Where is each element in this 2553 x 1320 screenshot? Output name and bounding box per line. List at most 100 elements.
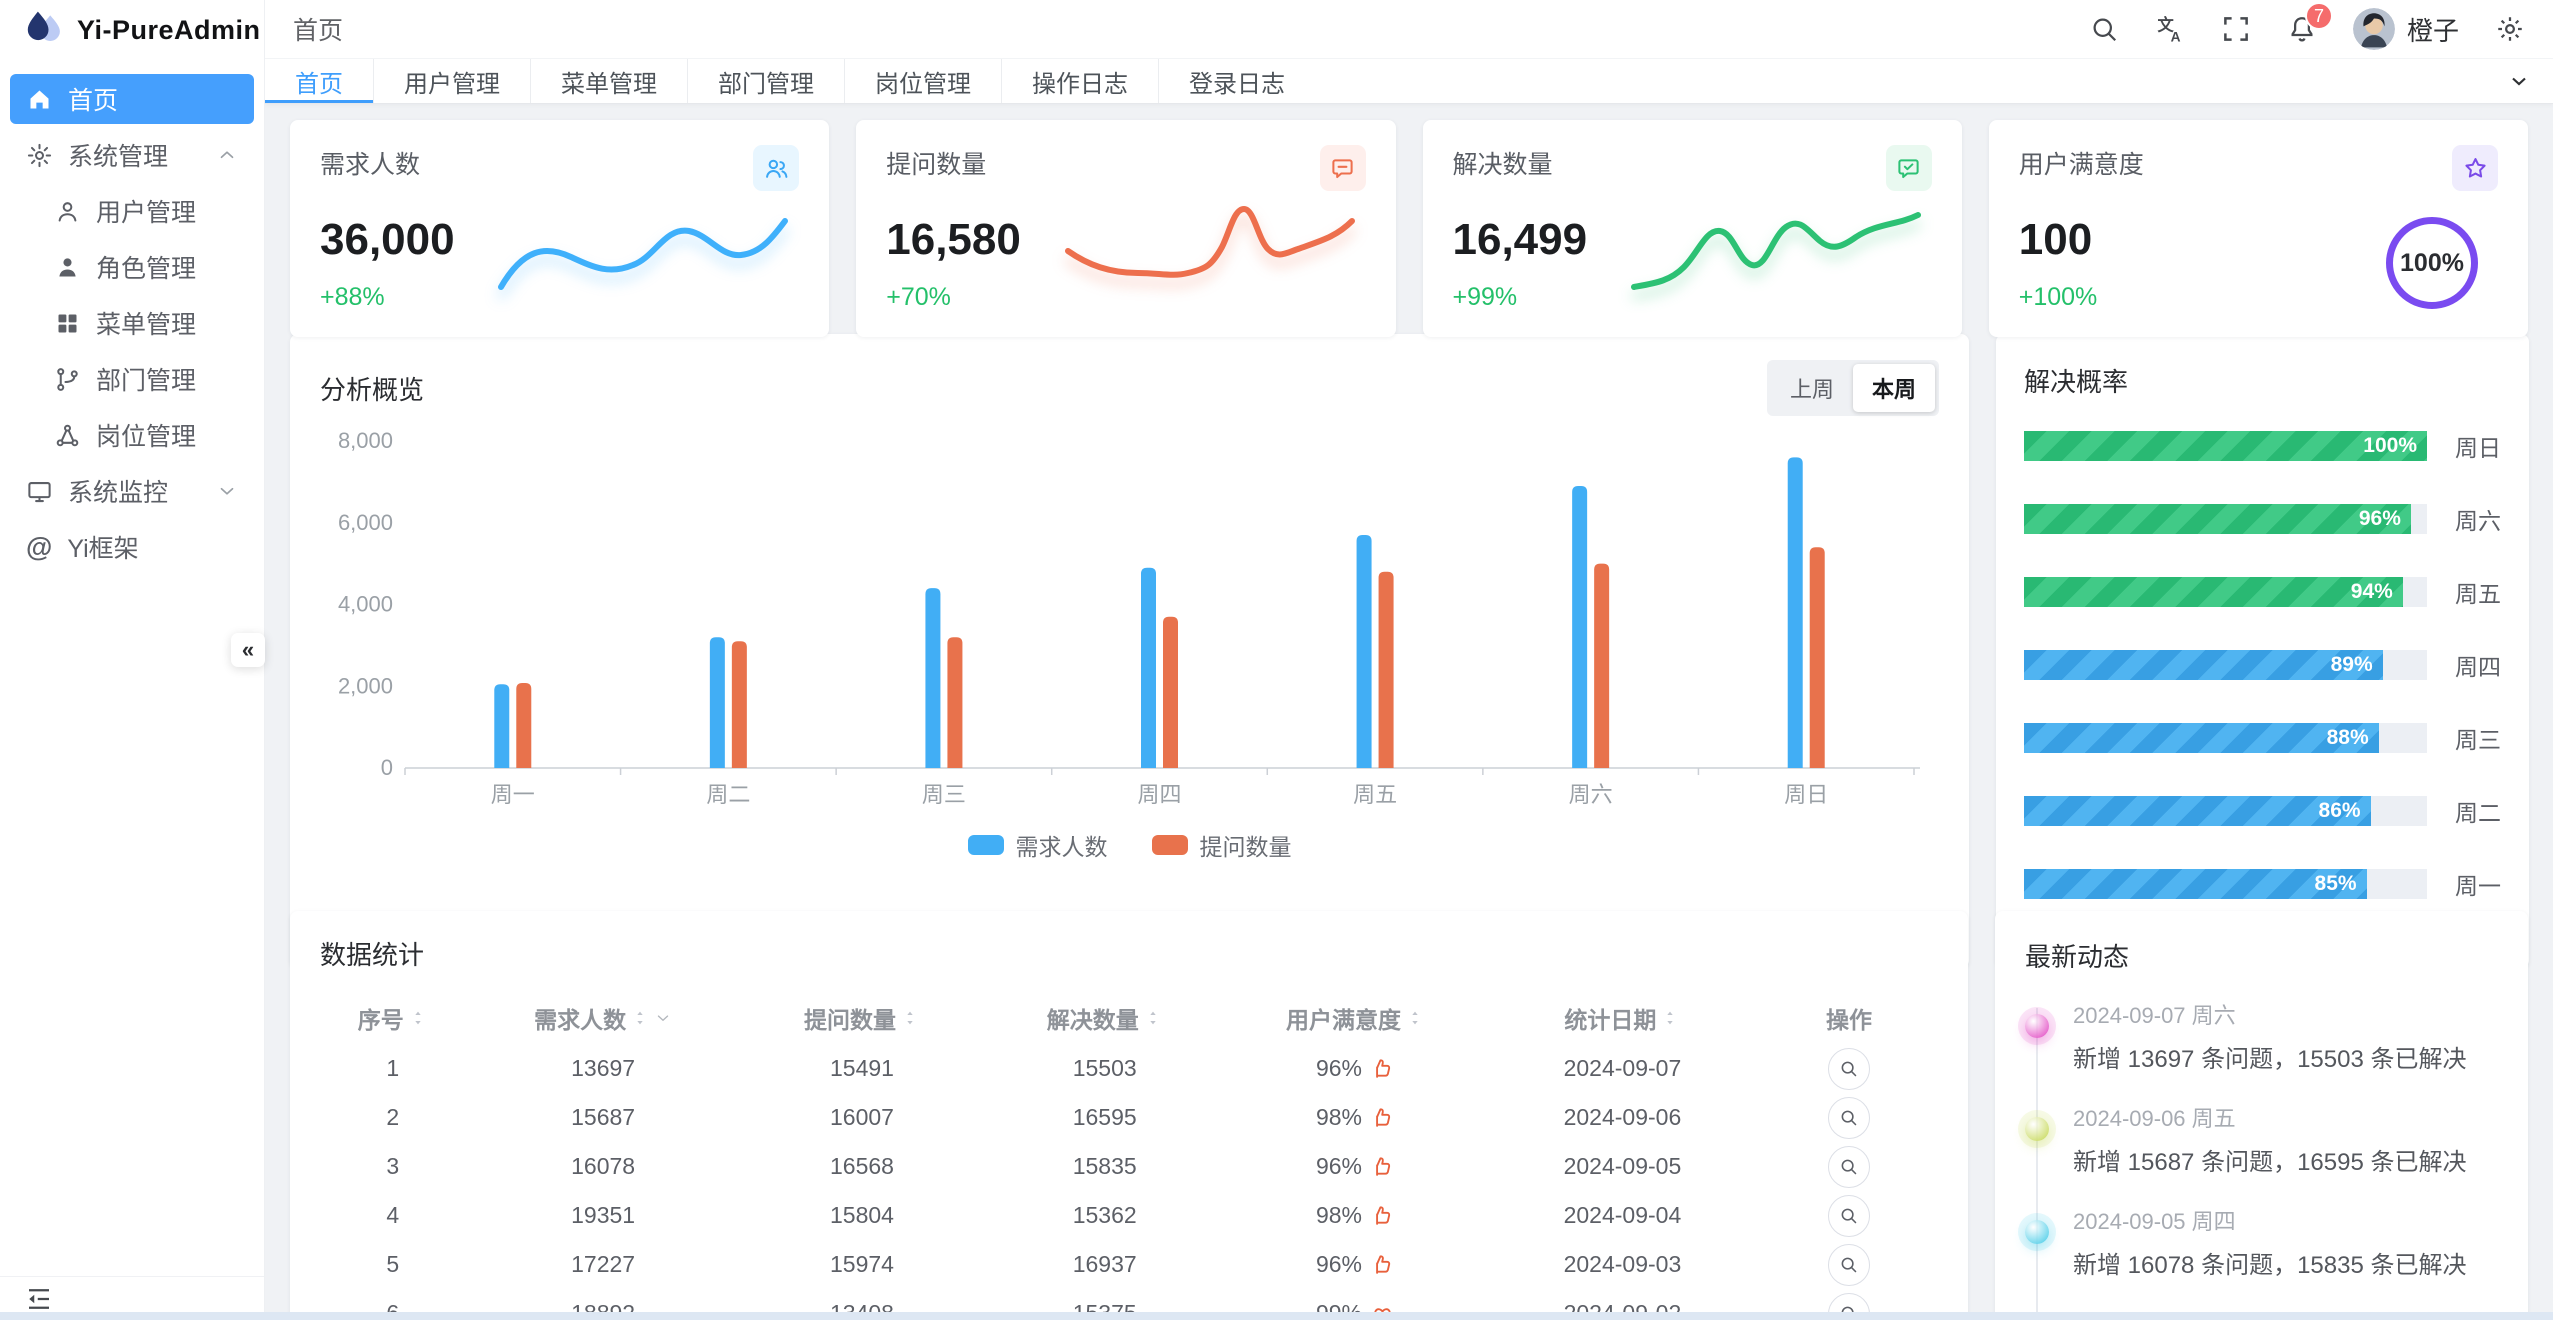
notifications-button[interactable]: 7 <box>2287 2 2333 44</box>
satisfaction-value: 96% <box>1315 1055 1362 1081</box>
tab-menu-management[interactable]: 菜单管理 <box>530 59 687 103</box>
sidebar-item-user-management[interactable]: 用户管理 <box>10 186 254 236</box>
user-menu[interactable]: 橙子 <box>2352 8 2459 50</box>
sidebar: Yi-PureAdmin 首页 系统管理 用户管理 角色管理 菜单管理 <box>0 0 265 1320</box>
stat-value: 36,000 <box>320 215 455 264</box>
svg-text:6,000: 6,000 <box>338 510 393 535</box>
sidebar-item-label: Yi框架 <box>67 535 139 563</box>
this-week-button[interactable]: 本周 <box>1852 364 1935 412</box>
settings-gear-icon[interactable] <box>2495 14 2525 44</box>
fullscreen-icon[interactable] <box>2221 14 2251 44</box>
cell-question: 15804 <box>830 1202 894 1228</box>
double-chevron-left-icon: « <box>241 637 255 662</box>
column-header-question[interactable]: 提问数量 <box>741 992 984 1044</box>
sidebar-item-post-management[interactable]: 岗位管理 <box>10 410 254 460</box>
notification-badge: 7 <box>2304 2 2333 30</box>
table-body: 1 13697 15491 15503 96% 2024-09-07 2 156… <box>320 1044 1938 1320</box>
search-icon[interactable] <box>2089 14 2119 44</box>
magnifier-icon <box>1838 1156 1859 1177</box>
view-detail-button[interactable] <box>1827 1145 1870 1188</box>
stat-cards-row: 需求人数 36,000 +88% 提问数量 16,580 +70% 解决数量 1… <box>290 120 2528 337</box>
timeline-date: 2024-09-07 周六 <box>2073 1003 2236 1028</box>
progress-percent: 89% <box>2330 653 2373 676</box>
sidebar-item-system-monitor[interactable]: 系统监控 <box>10 466 254 516</box>
stat-title: 用户满意度 <box>2018 151 2144 179</box>
sidebar-collapse-fab[interactable]: « <box>231 633 265 667</box>
view-detail-button[interactable] <box>1827 1194 1870 1237</box>
tab-dept-management[interactable]: 部门管理 <box>687 59 844 103</box>
sidebar-item-label: 部门管理 <box>96 367 197 395</box>
bar-chart: 0 2,000 4,000 6,000 8,000 周一 周二 周三 周四 周五 周六 周日 <box>338 428 1920 807</box>
svg-text:4,000: 4,000 <box>338 592 393 617</box>
branch-icon <box>54 366 81 393</box>
progress-fill: 86% <box>2024 796 2371 826</box>
filter-chevron-down-icon[interactable] <box>654 1009 672 1027</box>
tabs: 首页 用户管理 菜单管理 部门管理 岗位管理 操作日志 登录日志 <box>265 59 1315 103</box>
grid-icon <box>54 310 81 337</box>
svg-text:周三: 周三 <box>922 782 966 807</box>
sidebar-item-home[interactable]: 首页 <box>10 74 254 124</box>
svg-text:周二: 周二 <box>706 782 750 807</box>
column-header-date[interactable]: 统计日期 <box>1485 992 1760 1044</box>
svg-text:周日: 周日 <box>1784 782 1828 807</box>
sort-caret-icon[interactable] <box>1143 1008 1163 1028</box>
sort-caret-icon[interactable] <box>630 1008 650 1028</box>
stat-value: 16,499 <box>1452 215 1588 264</box>
sidebar-item-dept-management[interactable]: 部门管理 <box>10 354 254 404</box>
sort-caret-icon[interactable] <box>1405 1008 1425 1028</box>
sort-caret-icon[interactable] <box>408 1008 428 1028</box>
column-header-demand[interactable]: 需求人数 <box>466 992 741 1044</box>
stat-delta: +99% <box>1452 283 1518 311</box>
menu-fold-icon[interactable] <box>24 1284 54 1314</box>
progress-fill: 100% <box>2024 431 2427 461</box>
sidebar-item-role-management[interactable]: 角色管理 <box>10 242 254 292</box>
solve-rate-card: 解决概率 100% 周日 96% 周六 94% 周五 <box>1996 334 2529 968</box>
cell-question: 15491 <box>830 1055 894 1081</box>
last-week-button[interactable]: 上周 <box>1771 364 1853 412</box>
progress-percent: 94% <box>2350 580 2393 603</box>
logo[interactable]: Yi-PureAdmin <box>0 0 264 60</box>
horizontal-scrollbar[interactable] <box>0 1312 2553 1320</box>
gear-icon <box>26 142 53 169</box>
progress-day-label: 周四 <box>2455 654 2501 680</box>
content: 需求人数 36,000 +88% 提问数量 16,580 +70% 解决数量 1… <box>265 104 2553 1320</box>
view-detail-button[interactable] <box>1827 1047 1870 1090</box>
column-label: 统计日期 <box>1564 1007 1657 1033</box>
progress-percent: 85% <box>2314 872 2357 895</box>
sidebar-item-yi-framework[interactable]: @ Yi框架 <box>10 522 254 572</box>
column-header-solve[interactable]: 解决数量 <box>983 992 1226 1044</box>
table-row: 4 19351 15804 15362 98% 2024-09-04 <box>320 1191 1938 1240</box>
legend-item-需求人数[interactable]: 需求人数 <box>967 828 1108 862</box>
stat-value: 16,580 <box>886 215 1021 264</box>
legend-item-提问数量[interactable]: 提问数量 <box>1151 828 1292 862</box>
cell-solve: 15835 <box>1072 1153 1137 1179</box>
tab-login-log[interactable]: 登录日志 <box>1158 59 1315 103</box>
tab-operation-log[interactable]: 操作日志 <box>1001 59 1158 103</box>
sidebar-item-label: 菜单管理 <box>96 311 197 339</box>
satisfaction-ring: 100% <box>2386 217 2478 309</box>
satisfaction-value: 98% <box>1315 1104 1362 1130</box>
view-detail-button[interactable] <box>1827 1096 1870 1139</box>
sidebar-item-system-management[interactable]: 系统管理 <box>10 130 254 180</box>
sort-caret-icon[interactable] <box>1660 1008 1680 1028</box>
sort-caret-icon[interactable] <box>900 1008 920 1028</box>
sidebar-item-label: 系统管理 <box>68 143 169 171</box>
tags-chevron-down-icon[interactable] <box>2485 59 2553 103</box>
column-header-index[interactable]: 序号 <box>320 992 466 1044</box>
sidebar-item-menu-management[interactable]: 菜单管理 <box>10 298 254 348</box>
solve-rate-row: 85% 周一 <box>2024 867 2501 901</box>
chart-legend: 需求人数 提问数量 <box>320 828 1939 862</box>
star-icon <box>2452 145 2498 191</box>
cell-satisfaction: 96% <box>1226 1044 1485 1093</box>
column-header-satisfaction[interactable]: 用户满意度 <box>1226 992 1485 1044</box>
view-detail-button[interactable] <box>1827 1243 1870 1286</box>
cell-index: 4 <box>386 1202 400 1228</box>
tab-user-management[interactable]: 用户管理 <box>373 59 530 103</box>
column-label: 解决数量 <box>1046 1007 1139 1033</box>
tab-post-management[interactable]: 岗位管理 <box>844 59 1001 103</box>
timeline-dot <box>2025 1014 2049 1038</box>
tab-home[interactable]: 首页 <box>265 59 373 103</box>
cell-question: 15974 <box>830 1251 894 1277</box>
cell-question: 16568 <box>830 1153 894 1179</box>
